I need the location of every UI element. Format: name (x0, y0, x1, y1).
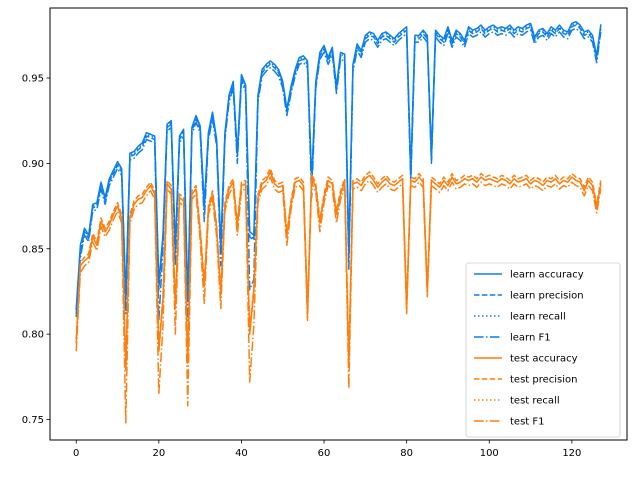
legend-label: learn accuracy (510, 270, 584, 281)
legend-label: learn recall (510, 312, 566, 323)
legend-box (465, 262, 621, 438)
series-line-test-f1 (75, 176, 602, 424)
y-tick-label: 0.80 (22, 330, 44, 341)
y-tick-label: 0.95 (22, 74, 44, 85)
series-line-learn-f1 (75, 27, 602, 322)
x-tick-label: 20 (152, 448, 165, 459)
x-tick-label: 60 (318, 448, 331, 459)
y-axis: 0.75 0.80 0.85 0.90 0.95 (22, 74, 50, 426)
series-line-learn-recall (75, 22, 602, 311)
y-tick-label: 0.90 (22, 159, 44, 170)
legend-label: test precision (510, 375, 578, 386)
legend-label: test recall (510, 396, 560, 407)
y-tick-label: 0.75 (22, 415, 44, 426)
legend-label: test F1 (510, 417, 545, 428)
legend-label: learn precision (510, 291, 584, 302)
y-tick-label: 0.85 (22, 244, 44, 255)
legend: learn accuracy learn precision learn recal… (465, 262, 621, 438)
legend-label: learn F1 (510, 333, 551, 344)
legend-label: test accuracy (510, 354, 578, 365)
x-tick-label: 40 (235, 448, 248, 459)
x-tick-label: 80 (400, 448, 413, 459)
x-tick-label: 120 (562, 448, 581, 459)
x-axis: 0 20 40 60 80 100 120 (73, 440, 581, 459)
series-lines (75, 20, 602, 424)
plot-frame (49, 7, 628, 441)
x-tick-label: 100 (480, 448, 499, 459)
x-tick-label: 0 (73, 448, 79, 459)
